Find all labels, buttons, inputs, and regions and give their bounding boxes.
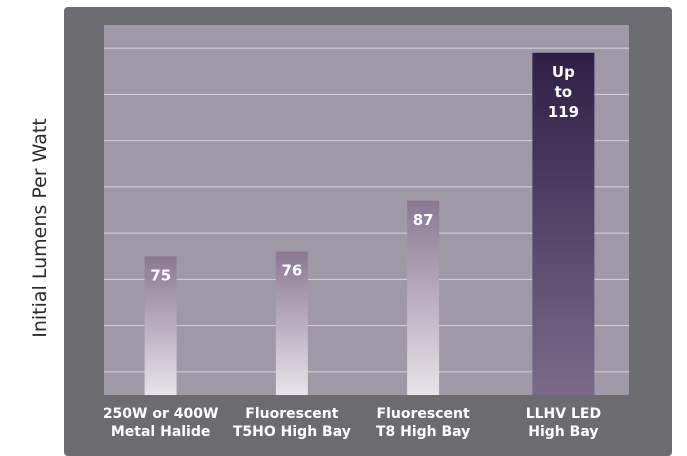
data-label: Up [552, 63, 575, 81]
data-label: to [555, 83, 572, 101]
x-tick-label: LLHV LED High Bay [525, 406, 602, 440]
data-label: 75 [150, 266, 171, 284]
x-tick-label: Fluorescent T8 High Bay [375, 406, 471, 440]
bar [532, 52, 595, 395]
data-label: 119 [548, 103, 579, 121]
data-label: 76 [281, 262, 302, 280]
bar [407, 200, 440, 395]
data-label: 87 [413, 211, 434, 229]
bar [275, 251, 308, 395]
bar [144, 256, 177, 395]
x-tick-label: 250W or 400W Metal Halide [102, 406, 219, 440]
x-tick-label: Fluorescent T5HO High Bay [232, 406, 351, 440]
